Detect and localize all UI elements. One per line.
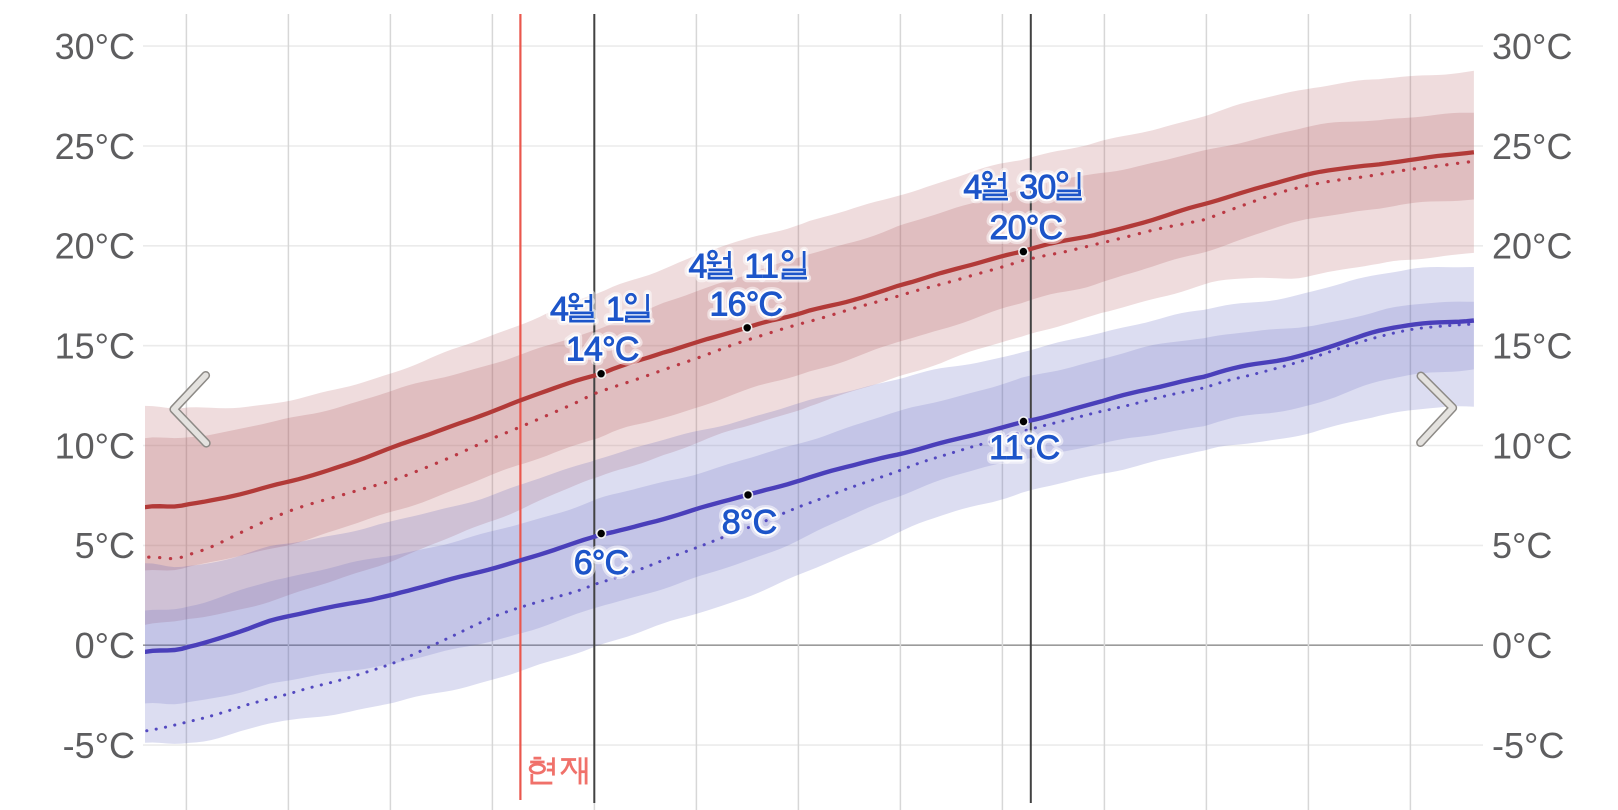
svg-text:30°C: 30°C [1492,26,1572,67]
svg-text:16°C: 16°C [710,286,783,324]
svg-text:16°C: 16°C [710,286,783,324]
svg-text:6°C: 6°C [574,544,629,582]
svg-text:11: 11 [744,248,778,286]
svg-text:11: 11 [744,248,778,286]
svg-text:11°C: 11°C [989,429,1059,467]
svg-text:25°C: 25°C [55,126,135,167]
svg-text:1: 1 [606,291,624,329]
svg-text:4: 4 [550,291,568,329]
svg-text:14°C: 14°C [566,331,639,369]
svg-text:30: 30 [1019,169,1055,207]
svg-text:11: 11 [744,248,778,286]
svg-text:20°C: 20°C [55,226,135,267]
svg-text:14°C: 14°C [566,331,639,369]
svg-text:8°C: 8°C [722,504,777,542]
svg-text:30: 30 [1019,169,1055,207]
svg-text:8°C: 8°C [722,504,777,542]
svg-text:4: 4 [963,169,981,207]
svg-text:0°C: 0°C [75,625,135,666]
svg-text:30°C: 30°C [55,26,135,67]
svg-text:25°C: 25°C [1492,126,1572,167]
svg-text:4: 4 [550,291,568,329]
svg-text:10°C: 10°C [55,425,135,466]
svg-text:6°C: 6°C [574,544,629,582]
svg-text:20°C: 20°C [1492,226,1572,267]
svg-text:16°C: 16°C [710,286,783,324]
svg-text:4: 4 [963,169,981,207]
svg-text:11°C: 11°C [989,429,1059,467]
svg-text:4: 4 [689,248,707,286]
svg-text:5°C: 5°C [1492,525,1552,566]
svg-text:6°C: 6°C [574,544,629,582]
svg-text:20°C: 20°C [990,209,1063,247]
svg-text:8°C: 8°C [722,504,777,542]
svg-text:1: 1 [606,291,624,329]
svg-text:-5°C: -5°C [1492,725,1564,766]
svg-text:-5°C: -5°C [63,725,135,766]
svg-text:5°C: 5°C [75,525,135,566]
svg-text:20°C: 20°C [990,209,1063,247]
svg-text:0°C: 0°C [1492,625,1552,666]
svg-text:15°C: 15°C [1492,326,1572,367]
svg-text:4: 4 [689,248,707,286]
svg-text:14°C: 14°C [566,331,639,369]
svg-text:15°C: 15°C [55,326,135,367]
svg-text:30: 30 [1019,169,1055,207]
svg-text:11°C: 11°C [989,429,1059,467]
svg-text:20°C: 20°C [990,209,1063,247]
svg-text:10°C: 10°C [1492,425,1572,466]
